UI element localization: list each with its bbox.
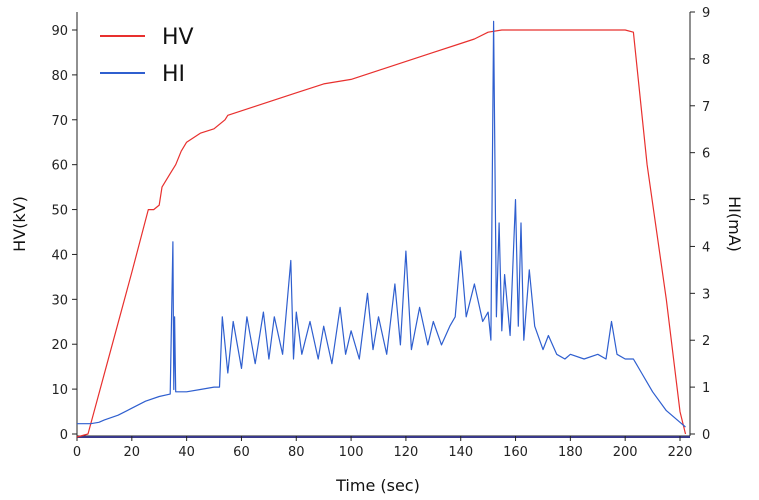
legend: HV HI (100, 25, 194, 87)
y-left-tick-label: 10 (51, 383, 68, 398)
y-right-tick-label: 8 (702, 53, 710, 68)
y-right-tick-label: 4 (702, 240, 710, 255)
legend-label-hv: HV (162, 25, 194, 50)
x-tick-label: 60 (233, 445, 250, 460)
y-left-tick-label: 60 (51, 159, 68, 174)
y-right-tick-label: 0 (702, 428, 710, 443)
x-tick-label: 100 (339, 445, 364, 460)
y-right-tick-label: 9 (702, 6, 710, 21)
y-left-tick-label: 90 (51, 24, 68, 39)
y-left-tick-label: 30 (51, 293, 68, 308)
x-tick-label: 80 (288, 445, 305, 460)
y-left-tick-label: 70 (51, 114, 68, 129)
x-tick-label: 40 (178, 445, 195, 460)
x-tick-label: 220 (668, 445, 693, 460)
y-left-tick-label: 40 (51, 248, 68, 263)
x-tick-label: 200 (613, 445, 638, 460)
y-left-axis-label: HV(kV) (10, 196, 29, 252)
y-left-tick-label: 50 (51, 204, 68, 219)
x-tick-label: 120 (393, 445, 418, 460)
y-left-tick-label: 20 (51, 338, 68, 353)
y-right-tick-label: 6 (702, 147, 710, 162)
y-right-tick-label: 2 (702, 334, 710, 349)
x-tick-label: 140 (448, 445, 473, 460)
x-tick-label: 180 (558, 445, 583, 460)
x-tick-label: 20 (124, 445, 141, 460)
x-tick-label: 160 (503, 445, 528, 460)
legend-label-hi: HI (162, 62, 185, 87)
y-right-tick-label: 7 (702, 100, 710, 115)
x-tick-label: 0 (73, 445, 81, 460)
y-right-axis-label: HI(mA) (725, 196, 744, 252)
x-axis-label: Time (sec) (335, 476, 420, 495)
y-left-tick-label: 80 (51, 69, 68, 84)
axes: 0 20 40 60 80 100 120 140 160 180 200 2200102030405… (51, 6, 710, 460)
y-left-tick-label: 0 (60, 428, 68, 443)
y-right-tick-label: 1 (702, 381, 710, 396)
series-line-hi (77, 20, 686, 428)
y-right-tick-label: 3 (702, 287, 710, 302)
y-right-tick-label: 5 (702, 194, 710, 209)
series-layer (76, 20, 687, 438)
series-line-hv (76, 29, 687, 438)
